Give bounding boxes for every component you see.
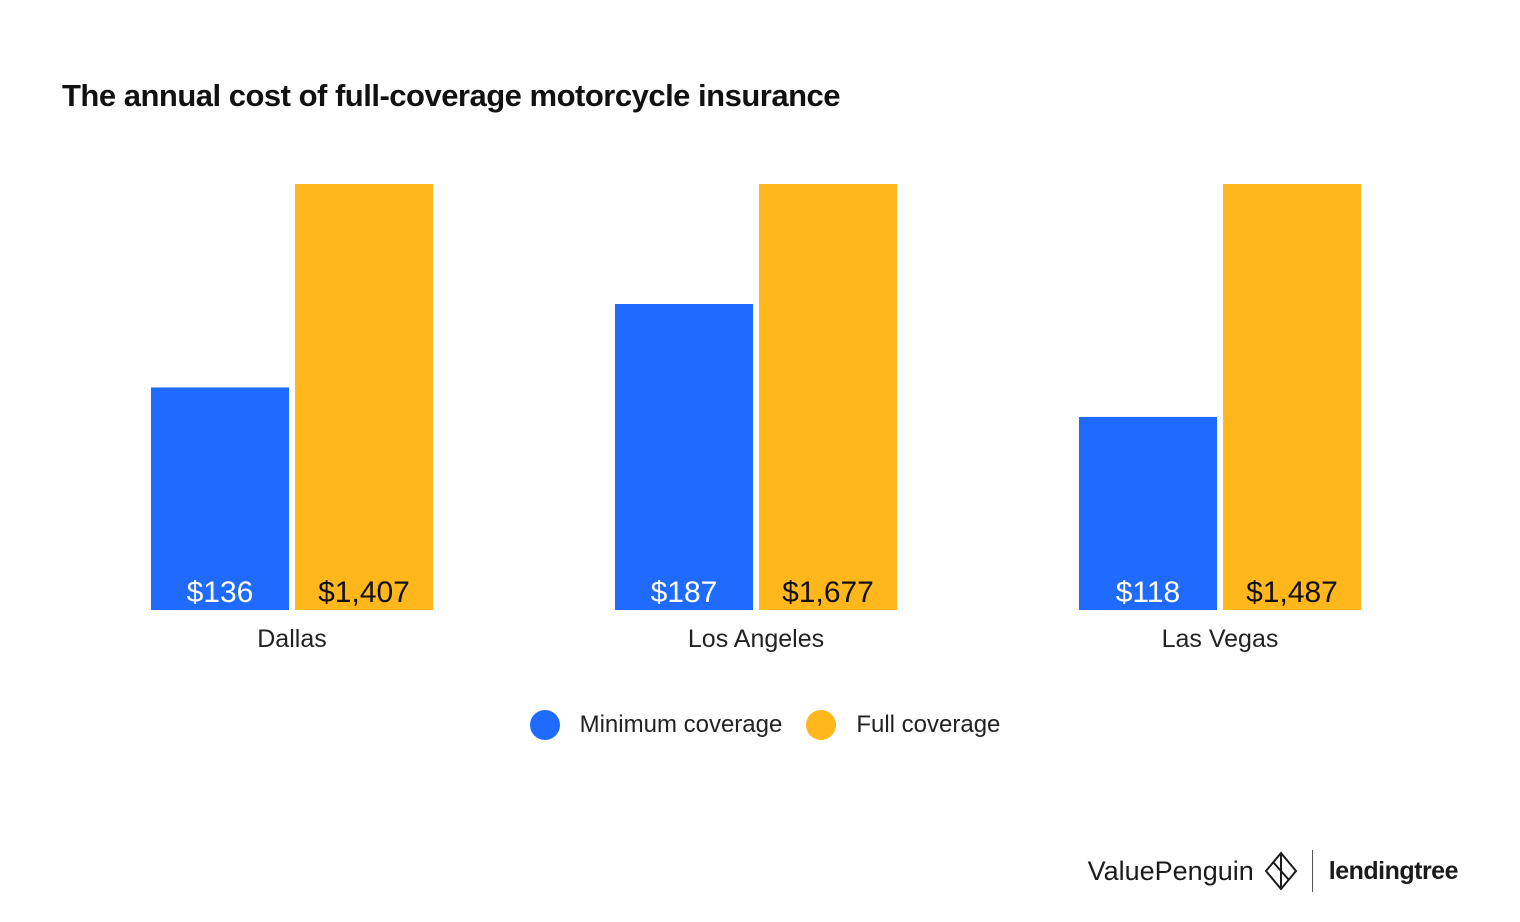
bars-layer [151, 184, 1361, 610]
data-label-minimum-las-vegas: $118 [1116, 576, 1181, 609]
category-label-las-vegas: Las Vegas [1162, 625, 1279, 653]
data-label-minimum-los-angeles: $187 [651, 576, 718, 609]
lendingtree-logo-text: lendingtree [1328, 856, 1459, 885]
labels-layer: $136 $1,407 $187 $1,677 $118 $1,487 [187, 576, 1338, 609]
legend-swatch-full [806, 710, 837, 740]
chart-title: The annual cost of full-coverage motorcy… [62, 78, 841, 113]
data-label-full-las-vegas: $1,487 [1246, 576, 1338, 609]
legend-swatch-minimum [529, 710, 560, 740]
legend-label-minimum: Minimum coverage [579, 711, 783, 738]
category-labels: Dallas Los Angeles Las Vegas [257, 625, 1278, 653]
valuepenguin-logo-icon [1264, 851, 1298, 891]
bar-minimum-dallas [151, 387, 289, 610]
bar-full-los-angeles [759, 184, 897, 610]
category-label-dallas: Dallas [257, 625, 326, 653]
bar-minimum-los-angeles [615, 304, 753, 610]
legend-item-minimum: Minimum coverage [529, 710, 783, 740]
valuepenguin-logo-text: ValuePenguin [1087, 855, 1254, 886]
data-label-full-dallas: $1,407 [318, 576, 410, 609]
footer-branding: ValuePenguin lendingtree [1087, 850, 1459, 892]
bar-full-las-vegas [1223, 184, 1361, 610]
bar-minimum-las-vegas [1079, 416, 1217, 610]
brand-divider [1311, 850, 1313, 892]
data-label-minimum-dallas: $136 [187, 576, 254, 609]
bar-full-dallas [295, 184, 433, 610]
legend-item-full: Full coverage [806, 710, 1000, 740]
legend-label-full: Full coverage [856, 711, 1001, 738]
category-label-los-angeles: Los Angeles [688, 625, 824, 653]
bar-chart: $136 $1,407 $187 $1,677 $118 $1,487 Dallas Los… [151, 184, 1361, 653]
legend: Minimum coverage Full coverage [0, 710, 1520, 740]
data-label-full-los-angeles: $1,677 [782, 576, 874, 609]
